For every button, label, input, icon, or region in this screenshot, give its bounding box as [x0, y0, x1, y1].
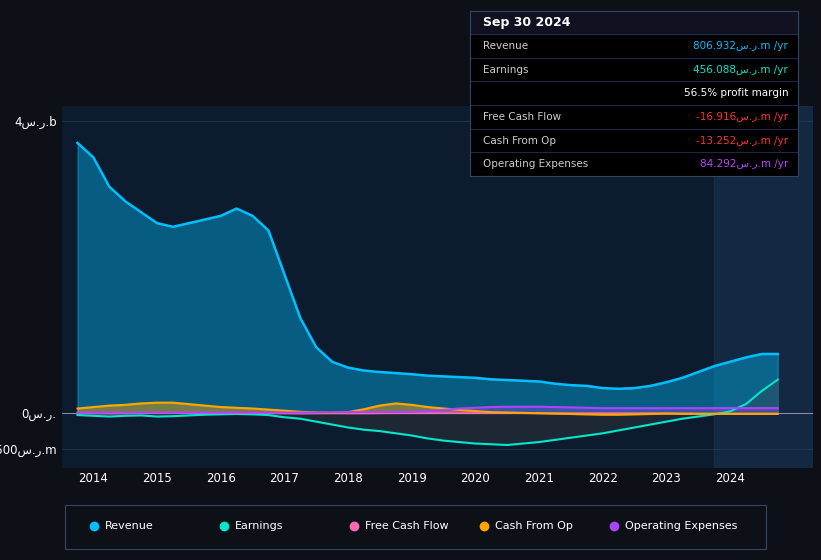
- Text: Cash From Op: Cash From Op: [483, 136, 556, 146]
- Text: Revenue: Revenue: [104, 521, 154, 531]
- Bar: [470, 11, 798, 34]
- Text: Free Cash Flow: Free Cash Flow: [365, 521, 448, 531]
- Text: Free Cash Flow: Free Cash Flow: [483, 112, 561, 122]
- Text: Operating Expenses: Operating Expenses: [625, 521, 737, 531]
- Text: 806.932س.ر.m /yr: 806.932س.ر.m /yr: [694, 41, 788, 51]
- Text: Sep 30 2024: Sep 30 2024: [483, 16, 571, 29]
- Text: -16.916س.ر.m /yr: -16.916س.ر.m /yr: [696, 112, 788, 122]
- Text: 456.088س.ر.m /yr: 456.088س.ر.m /yr: [694, 65, 788, 75]
- Text: Earnings: Earnings: [235, 521, 283, 531]
- Text: Revenue: Revenue: [483, 41, 528, 51]
- Text: 84.292س.ر.m /yr: 84.292س.ر.m /yr: [700, 160, 788, 169]
- Text: Earnings: Earnings: [483, 65, 528, 75]
- Text: Operating Expenses: Operating Expenses: [483, 160, 588, 169]
- Text: -13.252س.ر.m /yr: -13.252س.ر.m /yr: [696, 136, 788, 146]
- Text: Cash From Op: Cash From Op: [494, 521, 572, 531]
- Text: 56.5% profit margin: 56.5% profit margin: [684, 88, 788, 98]
- Bar: [714, 106, 813, 468]
